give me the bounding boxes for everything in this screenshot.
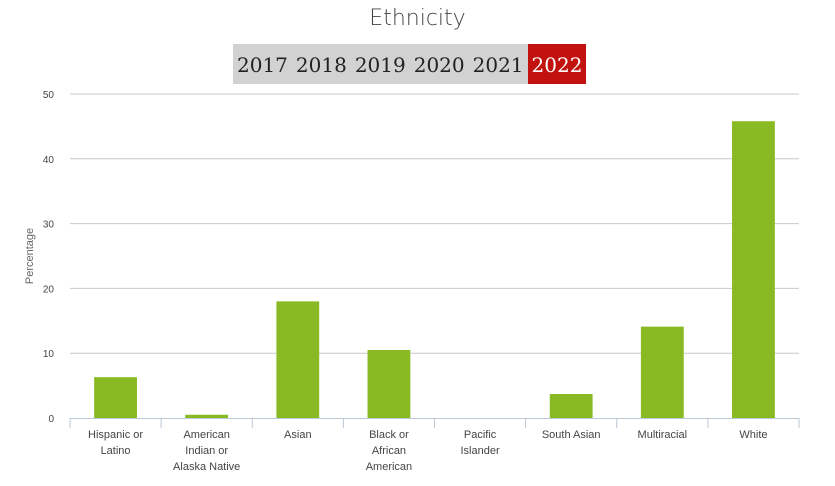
bar[interactable]	[549, 394, 593, 418]
x-tick-label: Black or African American	[366, 429, 412, 473]
y-tick-label: 30	[43, 220, 55, 231]
bar[interactable]	[94, 377, 137, 418]
bars	[94, 121, 775, 418]
year-tab-2019[interactable]: 2019	[354, 53, 406, 77]
bar[interactable]	[276, 301, 320, 418]
y-tick-label: 0	[48, 414, 54, 425]
x-tick-label: Asian	[284, 429, 312, 441]
y-tick-label: 10	[43, 349, 55, 360]
year-tab-2021[interactable]: 2021	[472, 53, 524, 77]
year-tabs: 2017 2018 2019 2020 2021 2022	[233, 44, 587, 84]
y-axis: 0 10 20 30 40 50	[43, 90, 55, 425]
year-tab-2017[interactable]: 2017	[237, 53, 288, 77]
year-tab-2022[interactable]: 2022	[527, 44, 587, 84]
year-tab-2020[interactable]: 2020	[413, 53, 465, 77]
x-tick-label: Pacific Islander	[460, 429, 499, 457]
x-tick-label: Multiracial	[638, 429, 688, 441]
y-tick-label: 50	[43, 90, 55, 101]
bar[interactable]	[185, 414, 229, 418]
y-tick-label: 20	[43, 284, 55, 295]
bar[interactable]	[367, 349, 411, 418]
y-tick-label: 40	[43, 155, 55, 166]
x-tick-label: South Asian	[542, 429, 601, 441]
x-axis: Hispanic or Latino American Indian or Alaska…	[69, 418, 800, 473]
year-tab-2018[interactable]: 2018	[295, 53, 347, 77]
x-tick-label: American Indian or Alaska Native	[173, 429, 240, 473]
chart-title: Ethnicity	[369, 6, 466, 31]
x-tick-label: White	[739, 429, 767, 441]
y-axis-label: Percentage	[24, 228, 36, 284]
x-tick-label: Hispanic or Latino	[88, 429, 143, 457]
gridlines	[70, 93, 799, 354]
bar[interactable]	[640, 326, 684, 418]
bar[interactable]	[732, 121, 775, 418]
